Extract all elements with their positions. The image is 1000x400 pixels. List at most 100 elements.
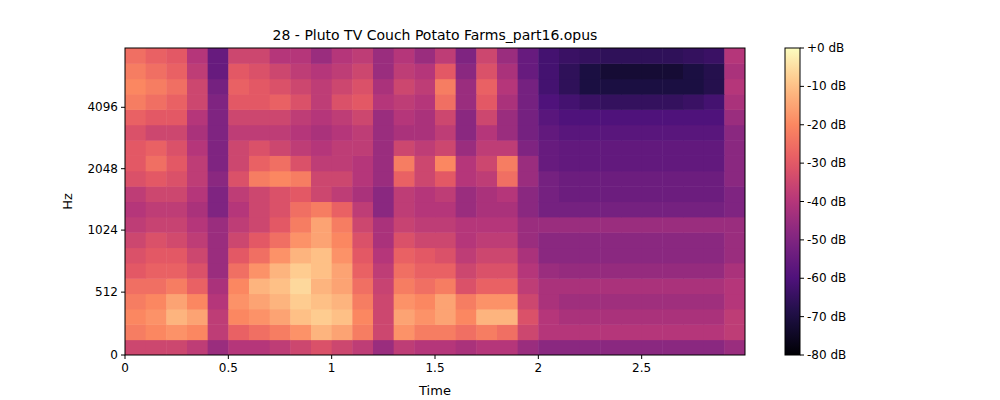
cell — [538, 140, 559, 156]
cell — [332, 79, 353, 95]
x-tick — [641, 355, 642, 359]
cell — [208, 186, 229, 202]
cell — [311, 248, 332, 264]
cell — [642, 186, 663, 202]
cell — [166, 109, 187, 125]
cell — [311, 217, 332, 233]
cell — [146, 263, 167, 279]
cell — [600, 324, 621, 340]
cell — [704, 202, 725, 218]
cell — [435, 140, 456, 156]
cell — [704, 79, 725, 95]
cell — [332, 186, 353, 202]
cell — [249, 278, 270, 294]
cell — [476, 186, 497, 202]
cell — [642, 140, 663, 156]
cell — [290, 263, 311, 279]
frame — [125, 48, 745, 355]
cell — [538, 217, 559, 233]
cell — [600, 340, 621, 355]
colorbar-tick — [800, 124, 804, 125]
cell — [187, 79, 208, 95]
cell — [146, 48, 167, 64]
cell — [518, 309, 539, 325]
cell — [187, 125, 208, 141]
cell — [662, 294, 683, 310]
cell — [414, 294, 435, 310]
cell — [456, 202, 477, 218]
cell — [373, 217, 394, 233]
cell — [435, 94, 456, 110]
cell — [332, 63, 353, 79]
cell — [125, 155, 146, 171]
cell — [352, 248, 373, 264]
cell — [311, 324, 332, 340]
cell — [724, 48, 745, 64]
cell — [518, 171, 539, 187]
cell — [290, 79, 311, 95]
cell — [497, 109, 518, 125]
cell — [394, 155, 415, 171]
cell — [394, 263, 415, 279]
cell — [435, 309, 456, 325]
cell — [332, 94, 353, 110]
cell — [559, 309, 580, 325]
cell — [125, 278, 146, 294]
cell — [270, 340, 291, 355]
cell — [311, 340, 332, 355]
cell — [352, 94, 373, 110]
cell — [538, 294, 559, 310]
cell — [208, 63, 229, 79]
cell — [311, 263, 332, 279]
cell — [642, 63, 663, 79]
cell — [249, 263, 270, 279]
cell — [497, 48, 518, 64]
cell — [435, 248, 456, 264]
cell — [208, 79, 229, 95]
cell — [518, 140, 539, 156]
cell — [518, 294, 539, 310]
cell — [497, 79, 518, 95]
cell — [208, 202, 229, 218]
cell — [724, 232, 745, 248]
colorbar-tick — [800, 316, 804, 317]
cell — [146, 94, 167, 110]
cell — [125, 109, 146, 125]
cell — [518, 232, 539, 248]
y-tick-label: 0 — [110, 348, 118, 362]
cell — [621, 278, 642, 294]
cell — [146, 202, 167, 218]
cell — [600, 248, 621, 264]
cell — [662, 309, 683, 325]
cell — [497, 309, 518, 325]
cell — [394, 232, 415, 248]
cell — [311, 125, 332, 141]
cell — [435, 324, 456, 340]
cell — [373, 171, 394, 187]
cell — [683, 294, 704, 310]
cell — [580, 294, 601, 310]
cell — [414, 125, 435, 141]
cell — [662, 171, 683, 187]
cell — [332, 278, 353, 294]
cell — [580, 48, 601, 64]
cell — [352, 217, 373, 233]
cell — [621, 94, 642, 110]
cell — [621, 171, 642, 187]
cell — [642, 202, 663, 218]
cell — [456, 79, 477, 95]
cell — [642, 217, 663, 233]
cell — [642, 94, 663, 110]
cell — [166, 171, 187, 187]
cell — [435, 186, 456, 202]
cell — [559, 217, 580, 233]
cell — [311, 94, 332, 110]
cell — [683, 140, 704, 156]
cell — [497, 294, 518, 310]
cell — [125, 340, 146, 355]
cell — [600, 202, 621, 218]
cell — [414, 217, 435, 233]
cell — [352, 155, 373, 171]
cell — [683, 202, 704, 218]
cell — [332, 140, 353, 156]
